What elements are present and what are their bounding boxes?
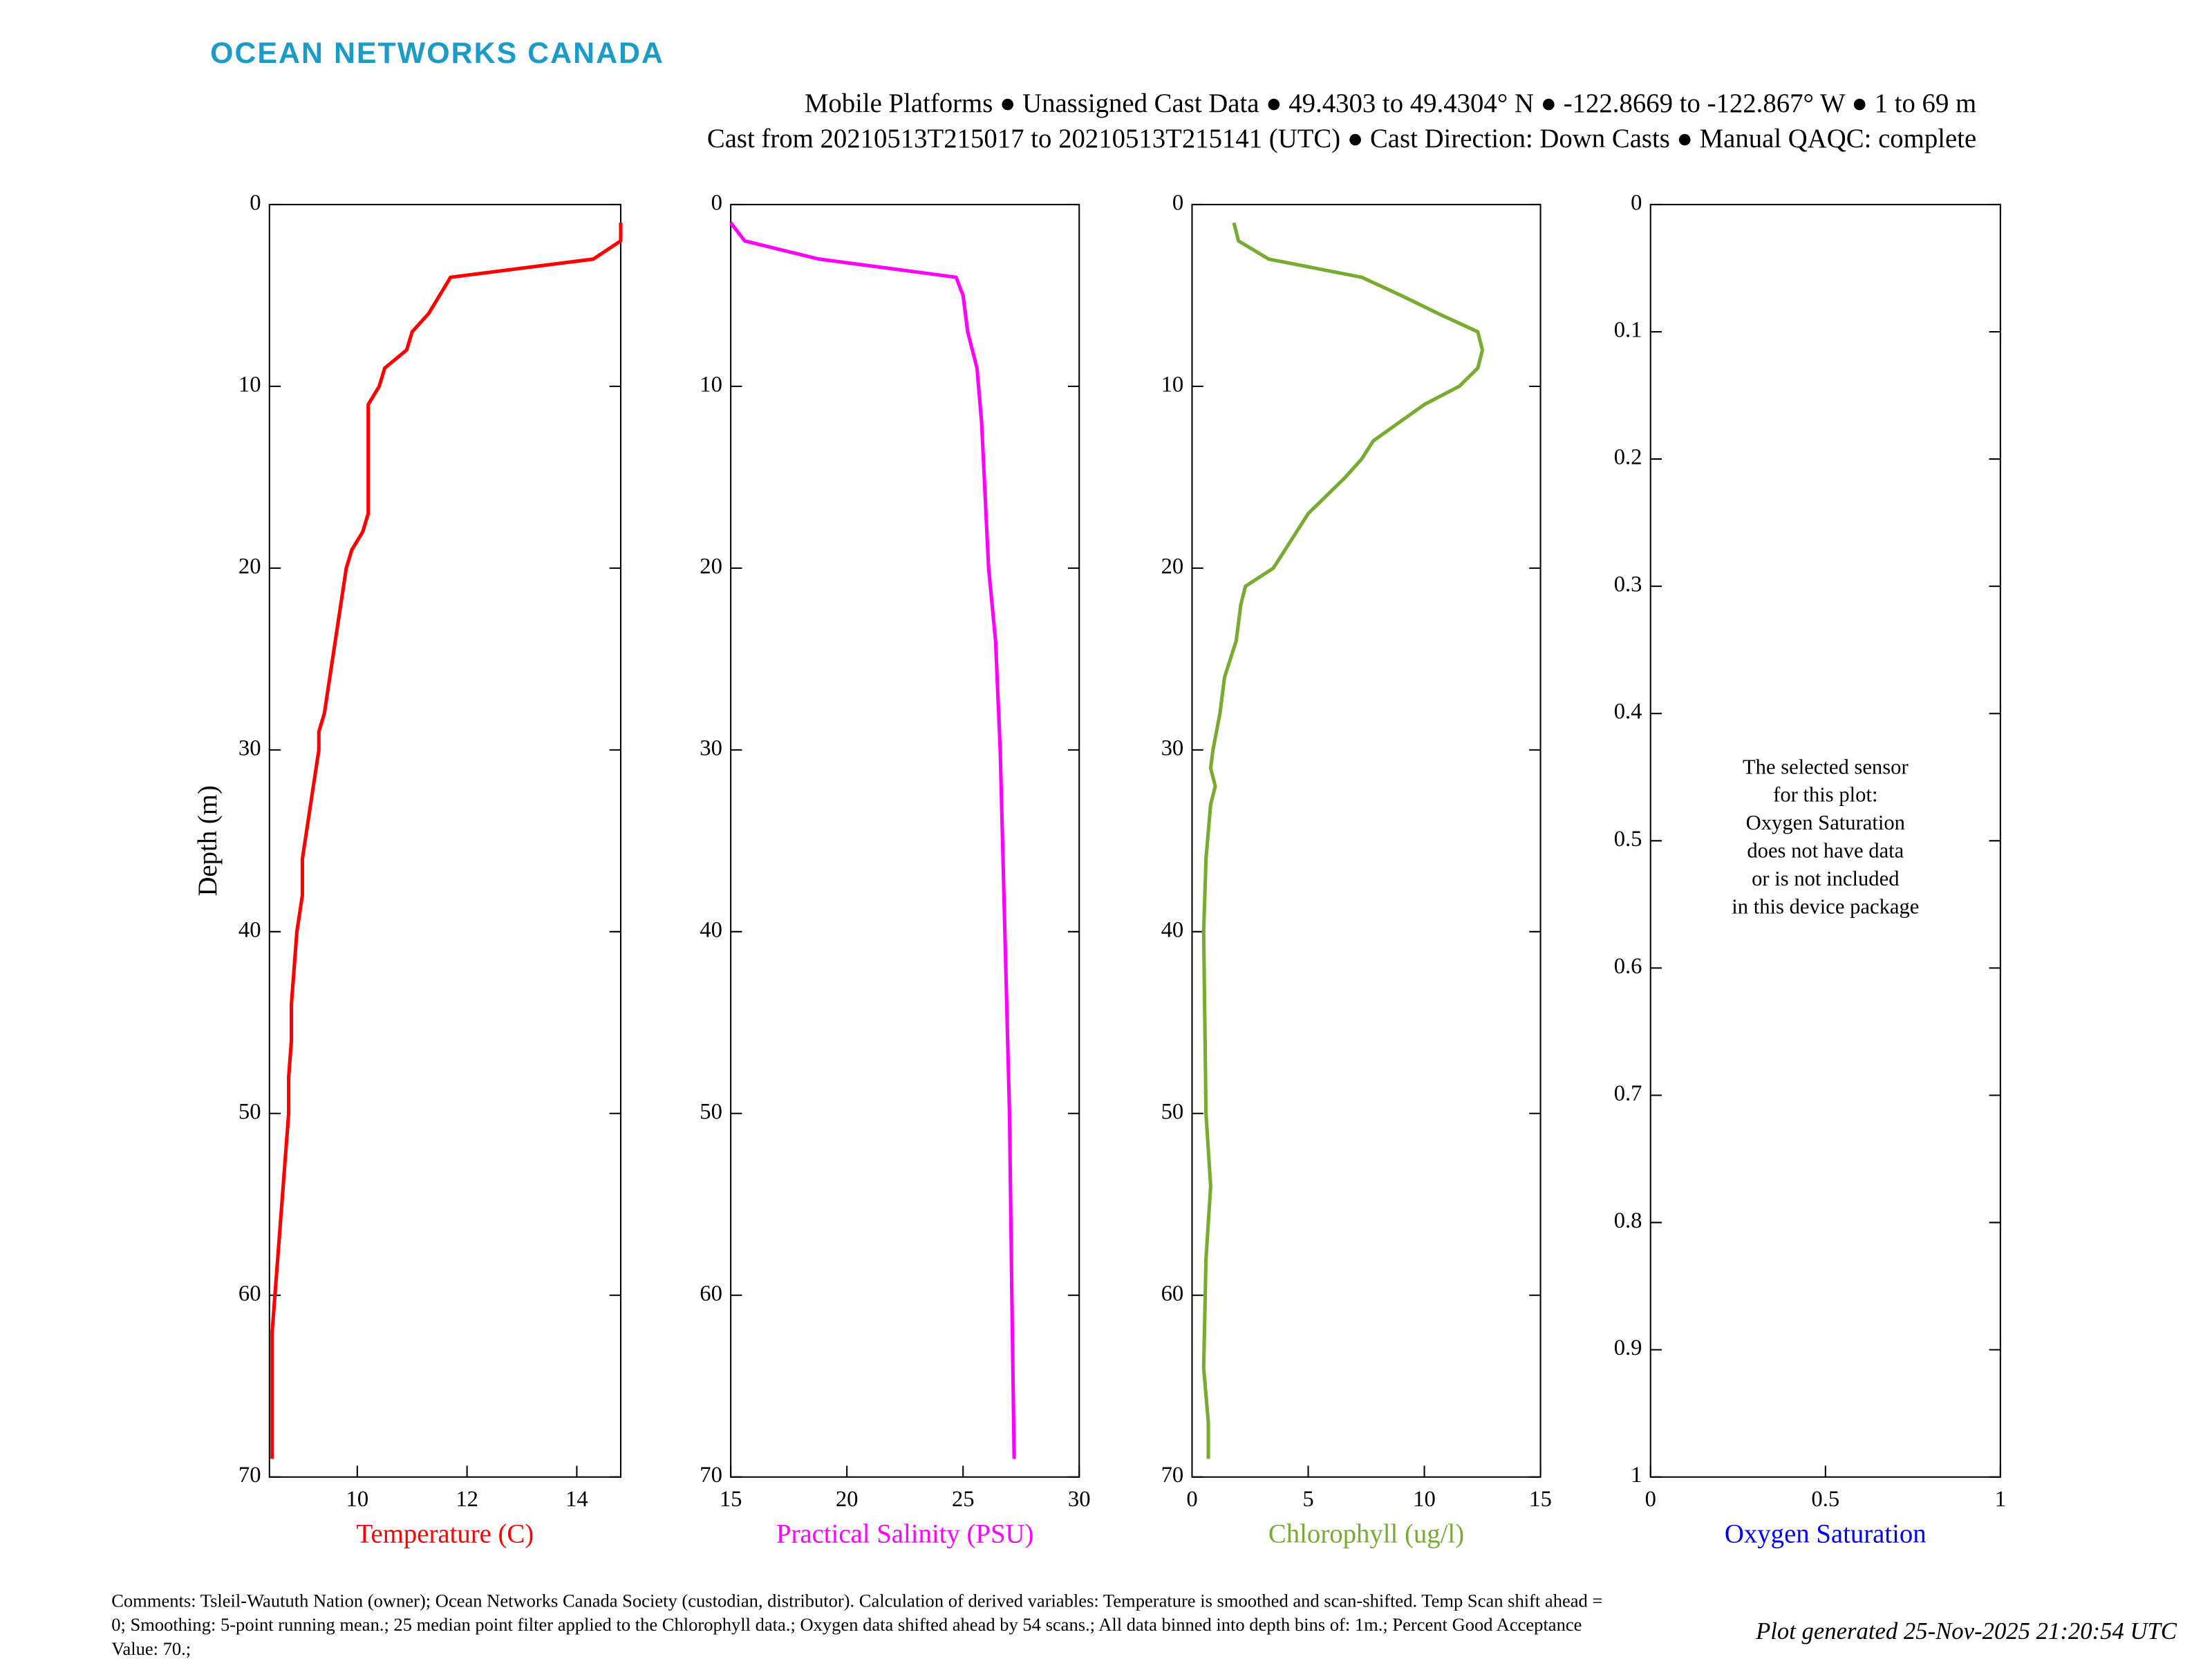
profile-line [729,221,1016,1459]
y-tick-label: 70 [1161,1463,1184,1488]
no-data-note: for this plot: [1773,783,1877,807]
y-tick-label: 40 [700,917,722,942]
y-tick-label: 0 [1631,190,1642,215]
y-tick-label: 0 [1172,190,1183,215]
y-tick-label: 0.7 [1614,1081,1642,1106]
y-tick-label: 20 [238,554,261,579]
plot-frame [1649,203,2001,1478]
x-tick-label: 30 [1068,1487,1091,1512]
no-data-note: in this device package [1732,894,1919,918]
x-tick-label: 5 [1302,1487,1313,1512]
plot-frame [268,203,621,1478]
y-tick-label: 60 [700,1281,722,1306]
y-tick-label: 0.8 [1614,1208,1642,1233]
y-tick-label: 0.9 [1614,1335,1642,1360]
y-tick-label: 10 [238,372,261,397]
logo: OCEAN NETWORKS CANADA [210,37,664,70]
x-tick-label: 14 [565,1487,588,1512]
x-tick-label: 15 [1529,1487,1552,1512]
y-tick-label: 30 [700,735,722,760]
generated-note: Plot generated 25-Nov-2025 21:20:54 UTC [1755,1618,2177,1644]
y-tick-label: 0.4 [1614,700,1642,724]
x-tick-label: 1 [1995,1487,2006,1512]
y-tick-label: 70 [238,1463,261,1488]
x-axis-label: Temperature (C) [357,1519,534,1548]
no-data-note: Oxygen Saturation [1746,811,1905,834]
x-tick-label: 0 [1186,1487,1197,1512]
y-tick-label: 0.2 [1614,445,1642,470]
y-tick-label: 10 [700,372,722,397]
plot-frame [730,203,1080,1478]
y-tick-label: 0.1 [1614,318,1642,343]
y-tick-label: 50 [700,1099,722,1124]
no-data-note: does not have data [1747,839,1904,863]
title-line: Cast from 20210513T215017 to 20210513T21… [707,124,1976,153]
comments: Comments: Tsleil-Waututh Nation (owner);… [111,1590,1603,1659]
y-tick-label: 10 [1161,372,1184,397]
y-tick-label: 40 [238,917,261,942]
y-tick-label: 0.5 [1614,827,1642,852]
x-tick-label: 12 [456,1487,478,1512]
x-tick-label: 20 [836,1487,859,1512]
y-tick-label: 60 [1161,1281,1184,1306]
y-tick-label: 50 [238,1099,261,1124]
x-axis-label: Chlorophyll (ug/l) [1268,1519,1464,1548]
y-tick-label: 0 [711,190,722,215]
x-axis-label: Oxygen Saturation [1725,1519,1927,1548]
x-tick-label: 10 [1413,1487,1436,1512]
y-tick-label: 40 [1161,917,1184,942]
x-tick-label: 15 [720,1487,742,1512]
y-tick-label: 20 [1161,554,1184,579]
title-line: Mobile Platforms ● Unassigned Cast Data … [805,88,1976,118]
y-tick-label: 0 [250,190,261,215]
y-tick-label: 30 [1161,735,1184,760]
y-tick-label: 70 [700,1463,722,1488]
profile-line [270,223,623,1459]
profile-line [1201,222,1485,1459]
no-data-note: or is not included [1752,867,1899,890]
x-tick-label: 0.5 [1811,1487,1839,1512]
y-tick-label: 50 [1161,1099,1184,1124]
y-tick-label: 0.3 [1614,572,1642,597]
x-tick-label: 0 [1645,1487,1656,1512]
y-tick-label: 30 [238,735,261,760]
footer-box: Comments: Tsleil-Waututh Nation (owner);… [111,1590,1603,1659]
y-tick-label: 20 [700,554,722,579]
y-tick-label: 0.6 [1614,954,1642,979]
y-tick-label: 60 [238,1281,261,1306]
x-tick-label: 25 [952,1487,975,1512]
plot-frame [1191,203,1541,1478]
x-axis-label: Practical Salinity (PSU) [776,1519,1034,1548]
y-tick-label: 1 [1631,1463,1642,1488]
y-axis-label: Depth (m) [193,785,223,896]
x-tick-label: 10 [346,1487,369,1512]
no-data-note: The selected sensor [1743,755,1909,778]
